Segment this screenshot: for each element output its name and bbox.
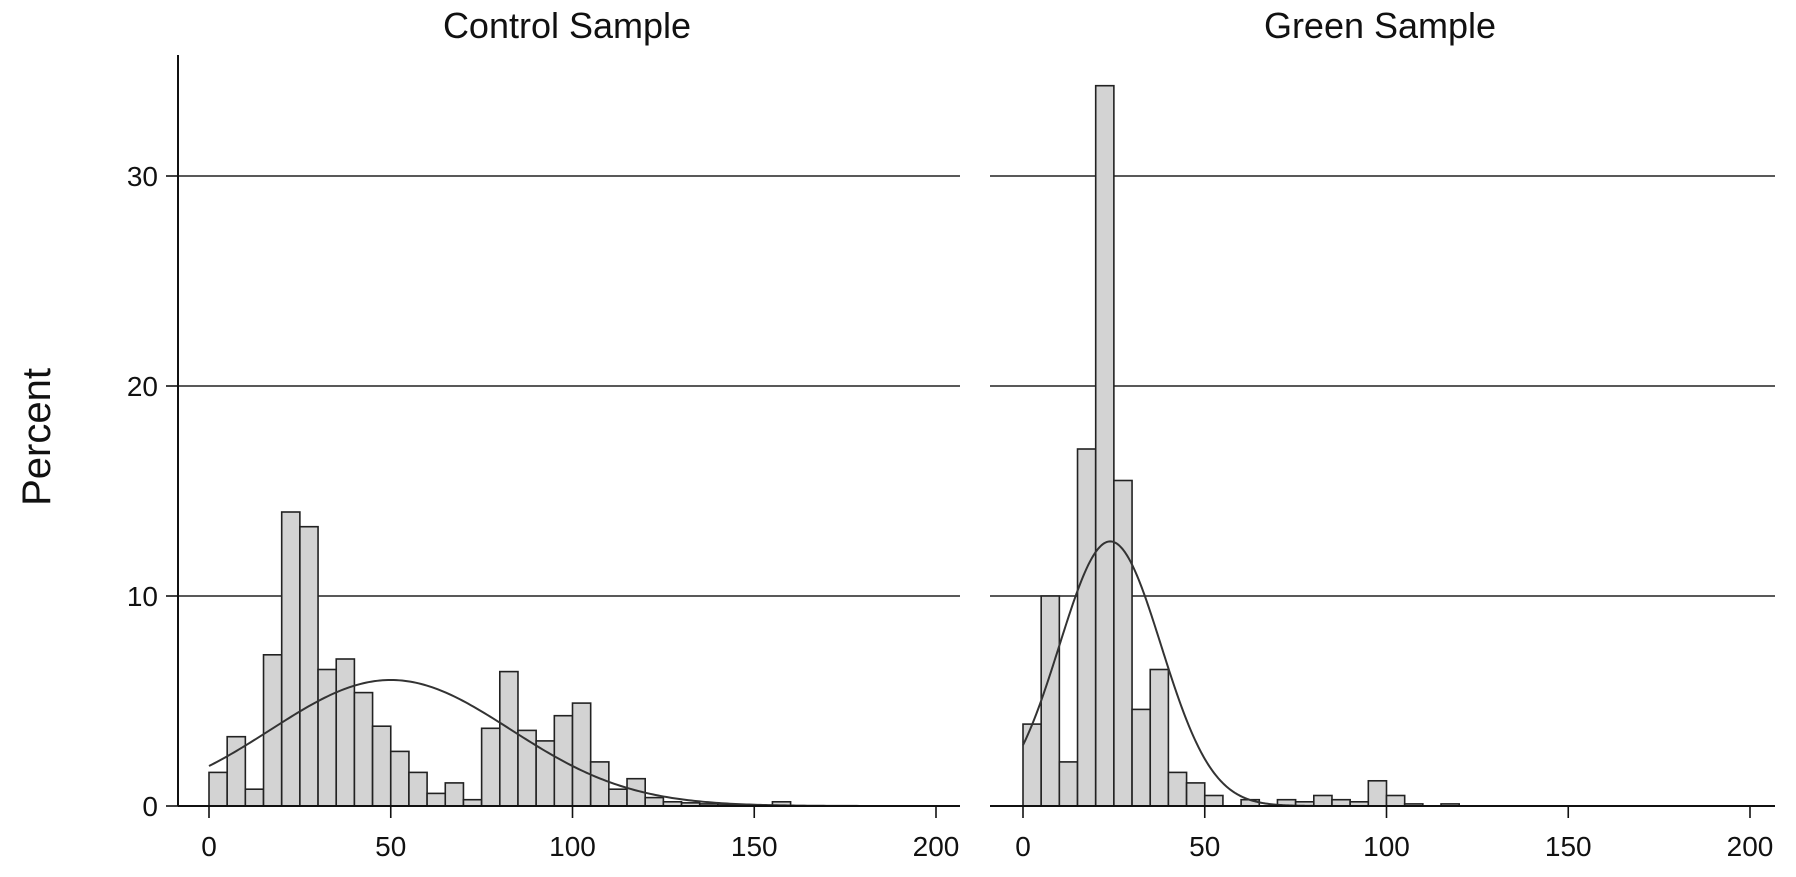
histogram-bar [1131,708,1152,807]
histogram-bar [1185,782,1206,807]
histogram-bar [1094,84,1115,807]
histogram-bar [335,658,356,807]
y-tick-label: 20 [127,371,158,402]
histogram-bar [1203,794,1224,807]
y-tick-label: 0 [142,791,158,822]
histogram-bar [571,702,592,807]
histogram-bar [280,511,301,807]
histogram-bar [1076,448,1097,807]
histogram-bar [444,782,465,807]
histogram-bar [608,788,628,807]
histogram-bar [1058,761,1079,807]
x-tick-label: 0 [1015,831,1031,862]
x-tick-label: 100 [1363,831,1410,862]
histogram-bar [480,727,501,807]
histogram-bar [317,668,338,807]
histogram-bar [389,750,410,807]
histogram-bar [498,670,519,807]
histogram-bar [1149,668,1170,807]
panel-title: Green Sample [1264,5,1496,46]
normal-curve [208,678,871,807]
x-tick-label: 150 [731,831,778,862]
histogram-bar [1040,595,1061,807]
histogram-bar [1167,771,1188,807]
chart-panel-1: Control Sample 0 50 100 150 200 0 10 20 30 [127,5,960,862]
histogram-bar [262,653,283,807]
histogram-bar [408,771,428,807]
panel-title: Control Sample [443,5,691,46]
y-axis-label: Percent [15,368,59,506]
histogram-bar [1313,794,1333,807]
histogram-bar [426,792,447,807]
histogram-bar [353,691,374,807]
histogram-bar [371,725,392,807]
x-tick-label: 100 [549,831,596,862]
normal-curve [1022,540,1314,807]
y-tick-label: 30 [127,161,158,192]
chart-panel-2: Green Sample 0 50 100 150 200 [990,5,1775,862]
histogram-bar [1367,779,1388,807]
histogram-bar [1385,794,1406,807]
x-tick-label: 0 [201,831,217,862]
histogram-bar [644,796,665,807]
histogram-bar [517,729,537,807]
y-tick-label: 10 [127,581,158,612]
x-tick-label: 50 [375,831,406,862]
x-tick-label: 200 [1727,831,1774,862]
histogram-bar [244,788,265,807]
x-tick-label: 150 [1545,831,1592,862]
histogram-bar [299,525,319,807]
histogram-bar [208,771,228,807]
x-tick-label: 200 [913,831,960,862]
x-tick-label: 50 [1189,831,1220,862]
histogram-bar [1022,723,1042,807]
histogram-bar [589,761,610,807]
histogram-bar [1113,479,1133,807]
